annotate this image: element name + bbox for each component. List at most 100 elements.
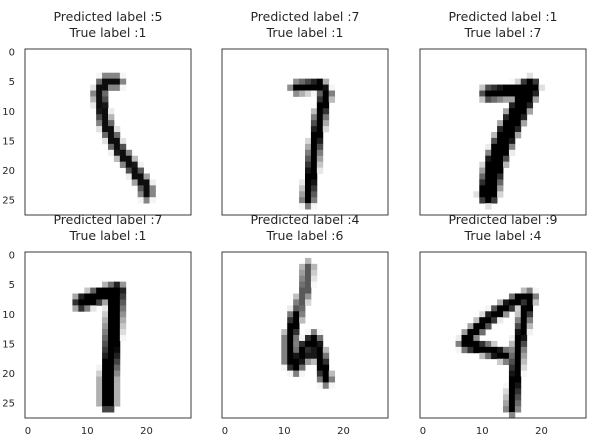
image-pixel — [287, 84, 294, 91]
image-pixel — [520, 335, 528, 342]
image-pixel — [491, 90, 498, 97]
image-pixel — [119, 84, 127, 91]
image-pixel — [508, 293, 516, 300]
image-pixel — [305, 293, 312, 300]
image-pixel — [293, 370, 300, 377]
image-pixel — [514, 84, 522, 91]
image-pixel — [102, 78, 109, 85]
image-pixel — [119, 143, 127, 151]
image-pixel — [310, 108, 318, 115]
panel-title-true: True label :1 — [69, 228, 147, 243]
image-pixel — [113, 370, 121, 377]
image-pixel — [479, 167, 486, 174]
image-pixel — [293, 364, 300, 371]
image-pixel — [96, 102, 103, 109]
image-pixel — [520, 102, 528, 109]
image-pixel — [305, 329, 312, 336]
image-pixel — [520, 352, 528, 360]
image-pixel — [143, 191, 150, 198]
image-pixel — [108, 120, 115, 127]
image-pixel — [125, 173, 133, 180]
image-pixel — [328, 84, 336, 91]
image-pixel — [305, 137, 312, 145]
image-pixel — [526, 317, 534, 324]
image-pixel — [310, 269, 318, 277]
image-pixel — [108, 406, 115, 413]
image-pixel — [485, 317, 492, 324]
image-pixel — [102, 406, 109, 413]
image-pixel — [305, 358, 312, 366]
image-pixel — [328, 370, 336, 377]
image-pixel — [119, 78, 127, 85]
image-pixel — [310, 203, 318, 210]
image-pixel — [125, 155, 133, 163]
image-pixel — [281, 335, 288, 342]
image-pixel — [293, 305, 300, 312]
image-pixel — [497, 126, 504, 133]
image-pixel — [108, 108, 115, 115]
image-pixel — [125, 167, 133, 174]
image-pixel — [113, 78, 121, 85]
image-pixel — [137, 185, 144, 192]
image-pixel — [316, 358, 324, 366]
image-pixel — [526, 305, 534, 312]
x-tick-label: 20 — [140, 426, 153, 437]
axes-frame — [24, 251, 192, 419]
image-pixel — [305, 299, 312, 306]
image-pixel — [305, 287, 312, 294]
image-pixel — [137, 161, 144, 168]
image-pixel — [520, 370, 528, 377]
image-pixel — [508, 78, 516, 85]
image-pixel — [514, 90, 522, 97]
image-pixel — [485, 191, 492, 198]
y-tick-label: 0 — [9, 250, 15, 261]
image-pixel — [316, 78, 324, 85]
image-pixel — [72, 305, 79, 312]
image-pixel — [102, 346, 109, 354]
image-pixel — [108, 137, 115, 145]
image-pixel — [90, 299, 97, 306]
image-pixel — [503, 346, 510, 354]
image-pixel — [514, 329, 522, 336]
image-pixel — [310, 358, 318, 366]
image-pixel — [84, 299, 91, 306]
image-pixel — [322, 382, 330, 389]
image-pixel — [508, 149, 516, 157]
image-pixel — [322, 114, 330, 121]
image-pixel — [526, 323, 534, 330]
y-tick-label: 15 — [2, 136, 15, 147]
panel-title-predicted: Predicted label :1 — [448, 9, 557, 24]
image-pixel — [113, 155, 121, 163]
image-pixel — [310, 78, 318, 85]
image-pixel — [102, 72, 109, 80]
image-pixel — [293, 323, 300, 330]
image-pixel — [514, 299, 522, 306]
image-pixel — [299, 305, 306, 312]
image-pixel — [316, 108, 324, 115]
image-pixel — [514, 388, 522, 395]
y-tick-label: 25 — [2, 196, 15, 207]
image-pixel — [299, 269, 306, 277]
image-pixel — [102, 323, 109, 330]
image-pixel — [479, 185, 486, 192]
image-pixel — [322, 126, 330, 133]
image-pixel — [491, 197, 498, 204]
image-pixel — [293, 329, 300, 336]
image-pixel — [316, 364, 324, 371]
image-pixel — [503, 311, 510, 318]
image-pixel — [96, 90, 103, 97]
image-pixel — [96, 382, 103, 389]
image-pixel — [310, 340, 318, 348]
image-pixel — [526, 102, 534, 109]
image-pixel — [119, 287, 127, 294]
image-pixel — [299, 263, 306, 271]
image-pixel — [102, 311, 109, 318]
image-pixel — [520, 358, 528, 366]
image-pixel — [473, 329, 480, 336]
image-pixel — [113, 126, 121, 133]
image-pixel — [102, 299, 109, 306]
image-pixel — [102, 126, 109, 133]
image-pixel — [316, 346, 324, 354]
